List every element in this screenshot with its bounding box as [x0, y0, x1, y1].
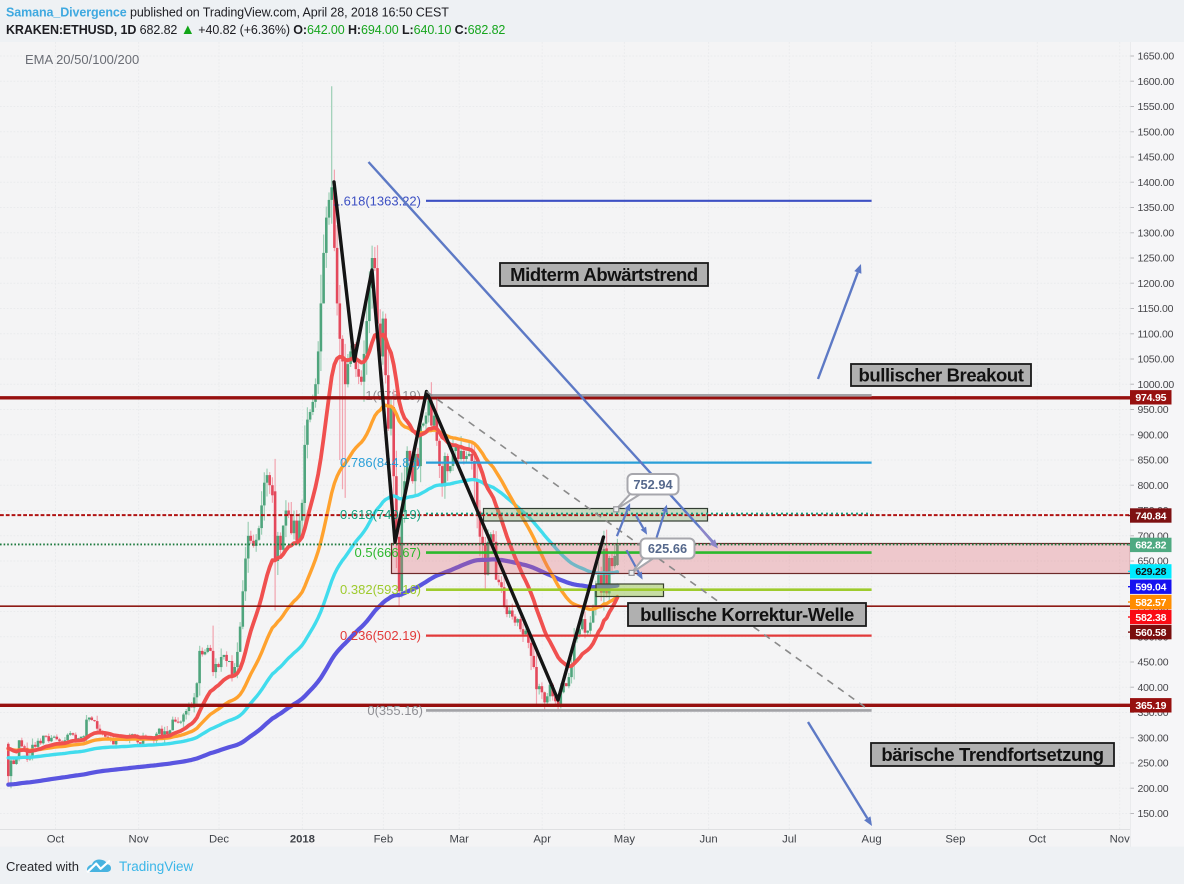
svg-text:Nov: Nov — [1110, 834, 1130, 846]
svg-text:1600.00: 1600.00 — [1138, 76, 1175, 88]
svg-text:May: May — [614, 834, 636, 846]
svg-text:1100.00: 1100.00 — [1138, 328, 1174, 340]
svg-text:900.00: 900.00 — [1138, 429, 1169, 441]
svg-text:Samana_Divergence published on: Samana_Divergence published on TradingVi… — [6, 6, 449, 20]
svg-text:1400.00: 1400.00 — [1138, 177, 1175, 189]
svg-text:Nov: Nov — [129, 834, 149, 846]
svg-text:Midterm Abwärtstrend: Midterm Abwärtstrend — [510, 264, 698, 285]
svg-text:1150.00: 1150.00 — [1138, 303, 1174, 315]
svg-text:TradingView: TradingView — [119, 859, 194, 874]
svg-text:1500.00: 1500.00 — [1138, 126, 1175, 138]
svg-text:625.66: 625.66 — [648, 541, 687, 556]
svg-text:400.00: 400.00 — [1138, 682, 1169, 694]
svg-text:0.5(666.67): 0.5(666.67) — [355, 545, 422, 560]
svg-text:0(355.16): 0(355.16) — [367, 703, 423, 718]
svg-text:1350.00: 1350.00 — [1138, 202, 1175, 214]
svg-text:250.00: 250.00 — [1138, 758, 1169, 770]
svg-text:bullischer Breakout: bullischer Breakout — [858, 365, 1023, 386]
svg-text:Oct: Oct — [47, 834, 65, 846]
svg-text:2018: 2018 — [290, 834, 315, 846]
svg-text:1200.00: 1200.00 — [1138, 278, 1175, 290]
svg-text:599.04: 599.04 — [1135, 582, 1166, 594]
svg-text:Created with: Created with — [6, 859, 79, 874]
svg-text:300.00: 300.00 — [1138, 733, 1169, 745]
svg-text:1450.00: 1450.00 — [1138, 152, 1175, 164]
svg-text:0.618(740.19): 0.618(740.19) — [340, 507, 421, 522]
svg-text:682.82: 682.82 — [1135, 540, 1166, 552]
svg-text:Dec: Dec — [209, 834, 229, 846]
svg-text:Aug: Aug — [862, 834, 882, 846]
svg-text:200.00: 200.00 — [1138, 783, 1169, 795]
svg-text:Mar: Mar — [449, 834, 469, 846]
svg-text:582.57: 582.57 — [1135, 597, 1166, 609]
svg-text:EMA 20/50/100/200: EMA 20/50/100/200 — [25, 52, 139, 67]
svg-text:740.84: 740.84 — [1135, 510, 1166, 522]
svg-text:1650.00: 1650.00 — [1138, 51, 1175, 63]
svg-text:800.00: 800.00 — [1138, 480, 1169, 492]
svg-text:Oct: Oct — [1029, 834, 1047, 846]
svg-text:KRAKEN:ETHUSD, 1D 682.82 ▲ +40: KRAKEN:ETHUSD, 1D 682.82 ▲ +40.82 (+6.36… — [6, 22, 505, 38]
svg-text:365.19: 365.19 — [1135, 700, 1166, 712]
svg-text:450.00: 450.00 — [1138, 657, 1169, 669]
svg-text:629.28: 629.28 — [1135, 566, 1166, 578]
svg-text:850.00: 850.00 — [1138, 455, 1169, 467]
svg-text:Sep: Sep — [945, 834, 965, 846]
svg-text:950.00: 950.00 — [1138, 404, 1169, 416]
svg-text:bullische Korrektur-Welle: bullische Korrektur-Welle — [640, 604, 854, 625]
svg-text:0.236(502.19): 0.236(502.19) — [340, 628, 421, 643]
svg-text:bärische Trendfortsetzung: bärische Trendfortsetzung — [881, 744, 1103, 765]
svg-text:150.00: 150.00 — [1138, 808, 1169, 820]
svg-text:0.382(593.16): 0.382(593.16) — [340, 582, 421, 597]
svg-text:0.786(844.86): 0.786(844.86) — [340, 455, 421, 470]
svg-text:1050.00: 1050.00 — [1138, 354, 1175, 366]
svg-text:560.58: 560.58 — [1135, 627, 1166, 639]
svg-text:Feb: Feb — [374, 834, 393, 846]
svg-text:1000.00: 1000.00 — [1138, 379, 1175, 391]
svg-text:1550.00: 1550.00 — [1138, 101, 1175, 113]
svg-text:Jul: Jul — [782, 834, 796, 846]
svg-text:Apr: Apr — [533, 834, 551, 846]
svg-text:752.94: 752.94 — [633, 477, 673, 492]
svg-text:Jun: Jun — [699, 834, 717, 846]
svg-text:1250.00: 1250.00 — [1138, 253, 1175, 265]
svg-text:1300.00: 1300.00 — [1138, 227, 1175, 239]
svg-text:582.38: 582.38 — [1135, 612, 1166, 624]
svg-text:974.95: 974.95 — [1135, 392, 1166, 404]
